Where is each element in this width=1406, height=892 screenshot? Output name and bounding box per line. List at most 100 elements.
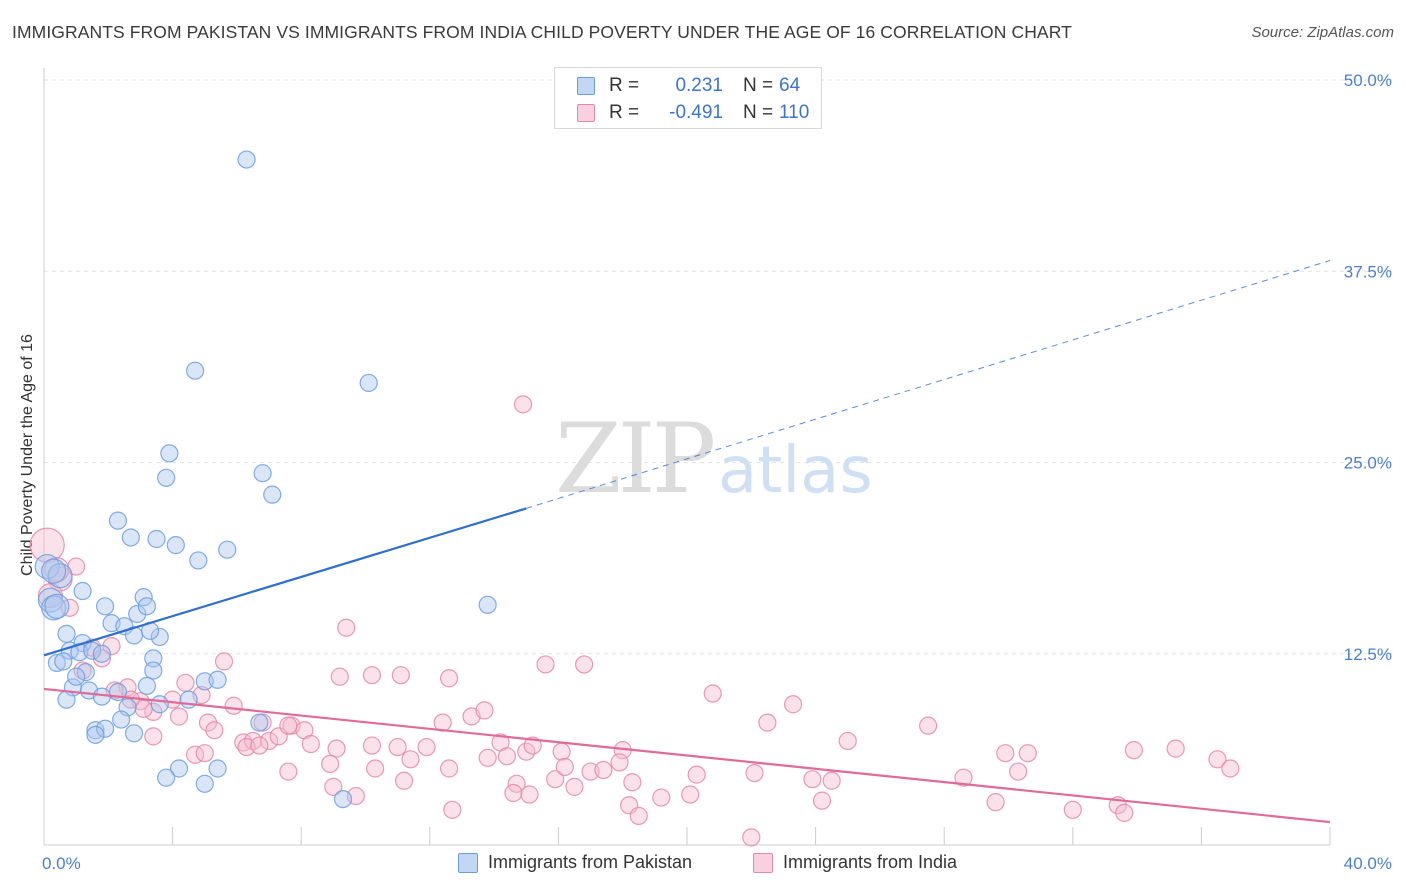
india-point: [513, 395, 533, 414]
pakistan-point: [86, 725, 105, 744]
india-point: [1166, 739, 1185, 758]
india-trend-line: [43, 687, 1331, 824]
pakistan-point: [157, 768, 176, 787]
pakistan-point: [263, 485, 282, 504]
india-point: [1208, 750, 1227, 769]
pakistan-point: [195, 774, 214, 793]
india-point: [337, 618, 356, 637]
india-swatch: [577, 104, 595, 122]
india-point: [439, 759, 459, 778]
india-point: [1009, 762, 1028, 781]
y-tick-label: 37.5%: [1344, 262, 1392, 281]
pakistan-point: [208, 670, 227, 689]
pakistan-point: [253, 464, 272, 483]
india-point: [919, 716, 938, 735]
pakistan-point: [128, 604, 147, 624]
india-point: [478, 748, 497, 767]
pakistan-point: [237, 150, 256, 169]
pakistan-point: [166, 536, 185, 555]
india-point: [391, 666, 410, 685]
pakistan-point: [57, 690, 76, 709]
india-point: [362, 736, 382, 755]
india-point: [394, 771, 414, 790]
pakistan-point: [137, 597, 156, 616]
india-point: [520, 785, 539, 804]
pakistan-point: [124, 724, 144, 743]
n-label: N =: [743, 102, 774, 123]
india-point: [536, 655, 555, 674]
pakistan-point: [41, 558, 67, 584]
india-point: [555, 757, 574, 777]
india-point: [812, 791, 832, 810]
india-point: [169, 707, 189, 726]
india-point: [954, 768, 973, 787]
india-point: [623, 773, 642, 792]
india-points: [29, 395, 1240, 847]
india-point: [552, 742, 571, 761]
n-label: N =: [743, 75, 774, 96]
pakistan-point: [76, 663, 95, 682]
pakistan-points: [34, 150, 497, 809]
india-point: [1221, 759, 1240, 778]
pakistan-point: [160, 444, 179, 463]
pakistan-point: [108, 511, 128, 530]
pakistan-swatch: [577, 77, 595, 95]
pakistan-point: [169, 759, 189, 778]
chart-title: IMMIGRANTS FROM PAKISTAN VS IMMIGRANTS F…: [12, 22, 1072, 42]
india-point: [195, 744, 214, 763]
source-credit: Source: ZipAtlas.com: [1251, 24, 1394, 41]
india-point: [205, 721, 224, 740]
india-point: [681, 785, 700, 804]
pakistan-point: [67, 667, 86, 686]
watermark: ZIP atlas: [555, 403, 873, 515]
india-point: [742, 828, 761, 847]
india-legend-swatch: [753, 852, 773, 873]
india-point: [279, 762, 298, 781]
india-point: [783, 695, 803, 714]
pakistan-point: [147, 529, 166, 549]
india-point: [92, 649, 111, 668]
r-label: R =: [609, 75, 640, 96]
pakistan-point: [95, 719, 115, 738]
axis-ticks: 50.0% 37.5% 25.0% 12.5% 0.0% 40.0%: [42, 71, 1392, 873]
india-point: [610, 753, 629, 772]
india-point: [546, 770, 565, 789]
india-point: [758, 713, 777, 732]
india-point: [134, 699, 153, 718]
india-point: [443, 800, 462, 819]
pakistan-point: [218, 540, 237, 559]
india-point: [366, 759, 385, 778]
india-point: [996, 744, 1015, 763]
legend-item-pakistan: Immigrants from Pakistan: [458, 852, 692, 873]
india-point: [327, 739, 346, 758]
india-point: [838, 731, 857, 751]
pakistan-point: [250, 713, 269, 732]
x-tick-label-max: 40.0%: [1344, 854, 1392, 873]
correlation-legend: R = 0.231 N = 64 R = -0.491 N = 110: [554, 67, 822, 129]
watermark-atlas: atlas: [718, 434, 873, 508]
r-value: -0.491: [669, 102, 723, 123]
india-point: [324, 777, 343, 796]
pakistan-point: [150, 695, 169, 714]
india-point: [594, 760, 613, 780]
india-point: [504, 783, 523, 803]
india-point: [388, 737, 407, 757]
pakistan-trend-line: [43, 507, 527, 657]
india-point: [1124, 741, 1143, 760]
pakistan-point: [112, 710, 131, 729]
india-point: [565, 777, 584, 796]
india-point: [803, 770, 822, 789]
india-point: [439, 669, 459, 688]
india-point: [224, 696, 243, 715]
watermark-zip: ZIP: [555, 403, 714, 515]
pakistan-point: [92, 644, 111, 663]
pakistan-legend-label: Immigrants from Pakistan: [488, 852, 693, 872]
india-point: [1063, 800, 1082, 819]
r-label: R =: [609, 102, 640, 123]
india-point: [497, 747, 517, 766]
india-point: [144, 727, 163, 746]
india-point: [301, 734, 320, 754]
pakistan-point: [208, 759, 227, 778]
india-point: [652, 788, 671, 807]
